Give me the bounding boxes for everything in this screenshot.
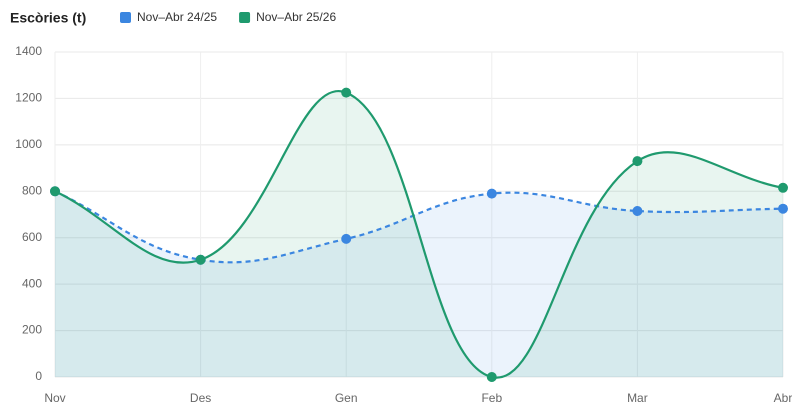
y-tick-label: 0: [35, 369, 42, 383]
point: [632, 206, 643, 217]
point: [486, 372, 497, 382]
point: [341, 233, 352, 244]
x-tick-label: Abr: [774, 391, 792, 405]
area: [55, 191, 783, 377]
y-tick-label: 1200: [15, 91, 42, 105]
legend-swatch: [120, 12, 131, 23]
x-tick-label: Des: [190, 391, 211, 405]
line: [54, 190, 784, 264]
x-tick-label: Feb: [481, 391, 502, 405]
point: [778, 203, 788, 214]
point: [195, 254, 206, 265]
chart-title: Escòries (t): [10, 10, 86, 26]
y-tick-label: 1400: [15, 44, 42, 58]
y-tick-label: 600: [22, 230, 42, 244]
y-tick-label: 1000: [15, 137, 42, 151]
point: [341, 87, 352, 98]
legend-label: Nov–Abr 25/26: [256, 10, 336, 24]
y-tick-label: 800: [22, 183, 42, 197]
y-tick-label: 400: [22, 276, 42, 290]
x-tick-label: Gen: [335, 391, 358, 405]
y-tick-label: 200: [22, 323, 42, 337]
point: [50, 186, 60, 197]
point: [632, 156, 643, 167]
legend-swatch: [239, 12, 251, 23]
point: [778, 182, 788, 193]
x-tick-label: Nov: [44, 391, 65, 405]
point: [486, 188, 497, 199]
x-tick-label: Mar: [627, 391, 648, 405]
legend-label: Nov–Abr 24/25: [137, 10, 217, 24]
